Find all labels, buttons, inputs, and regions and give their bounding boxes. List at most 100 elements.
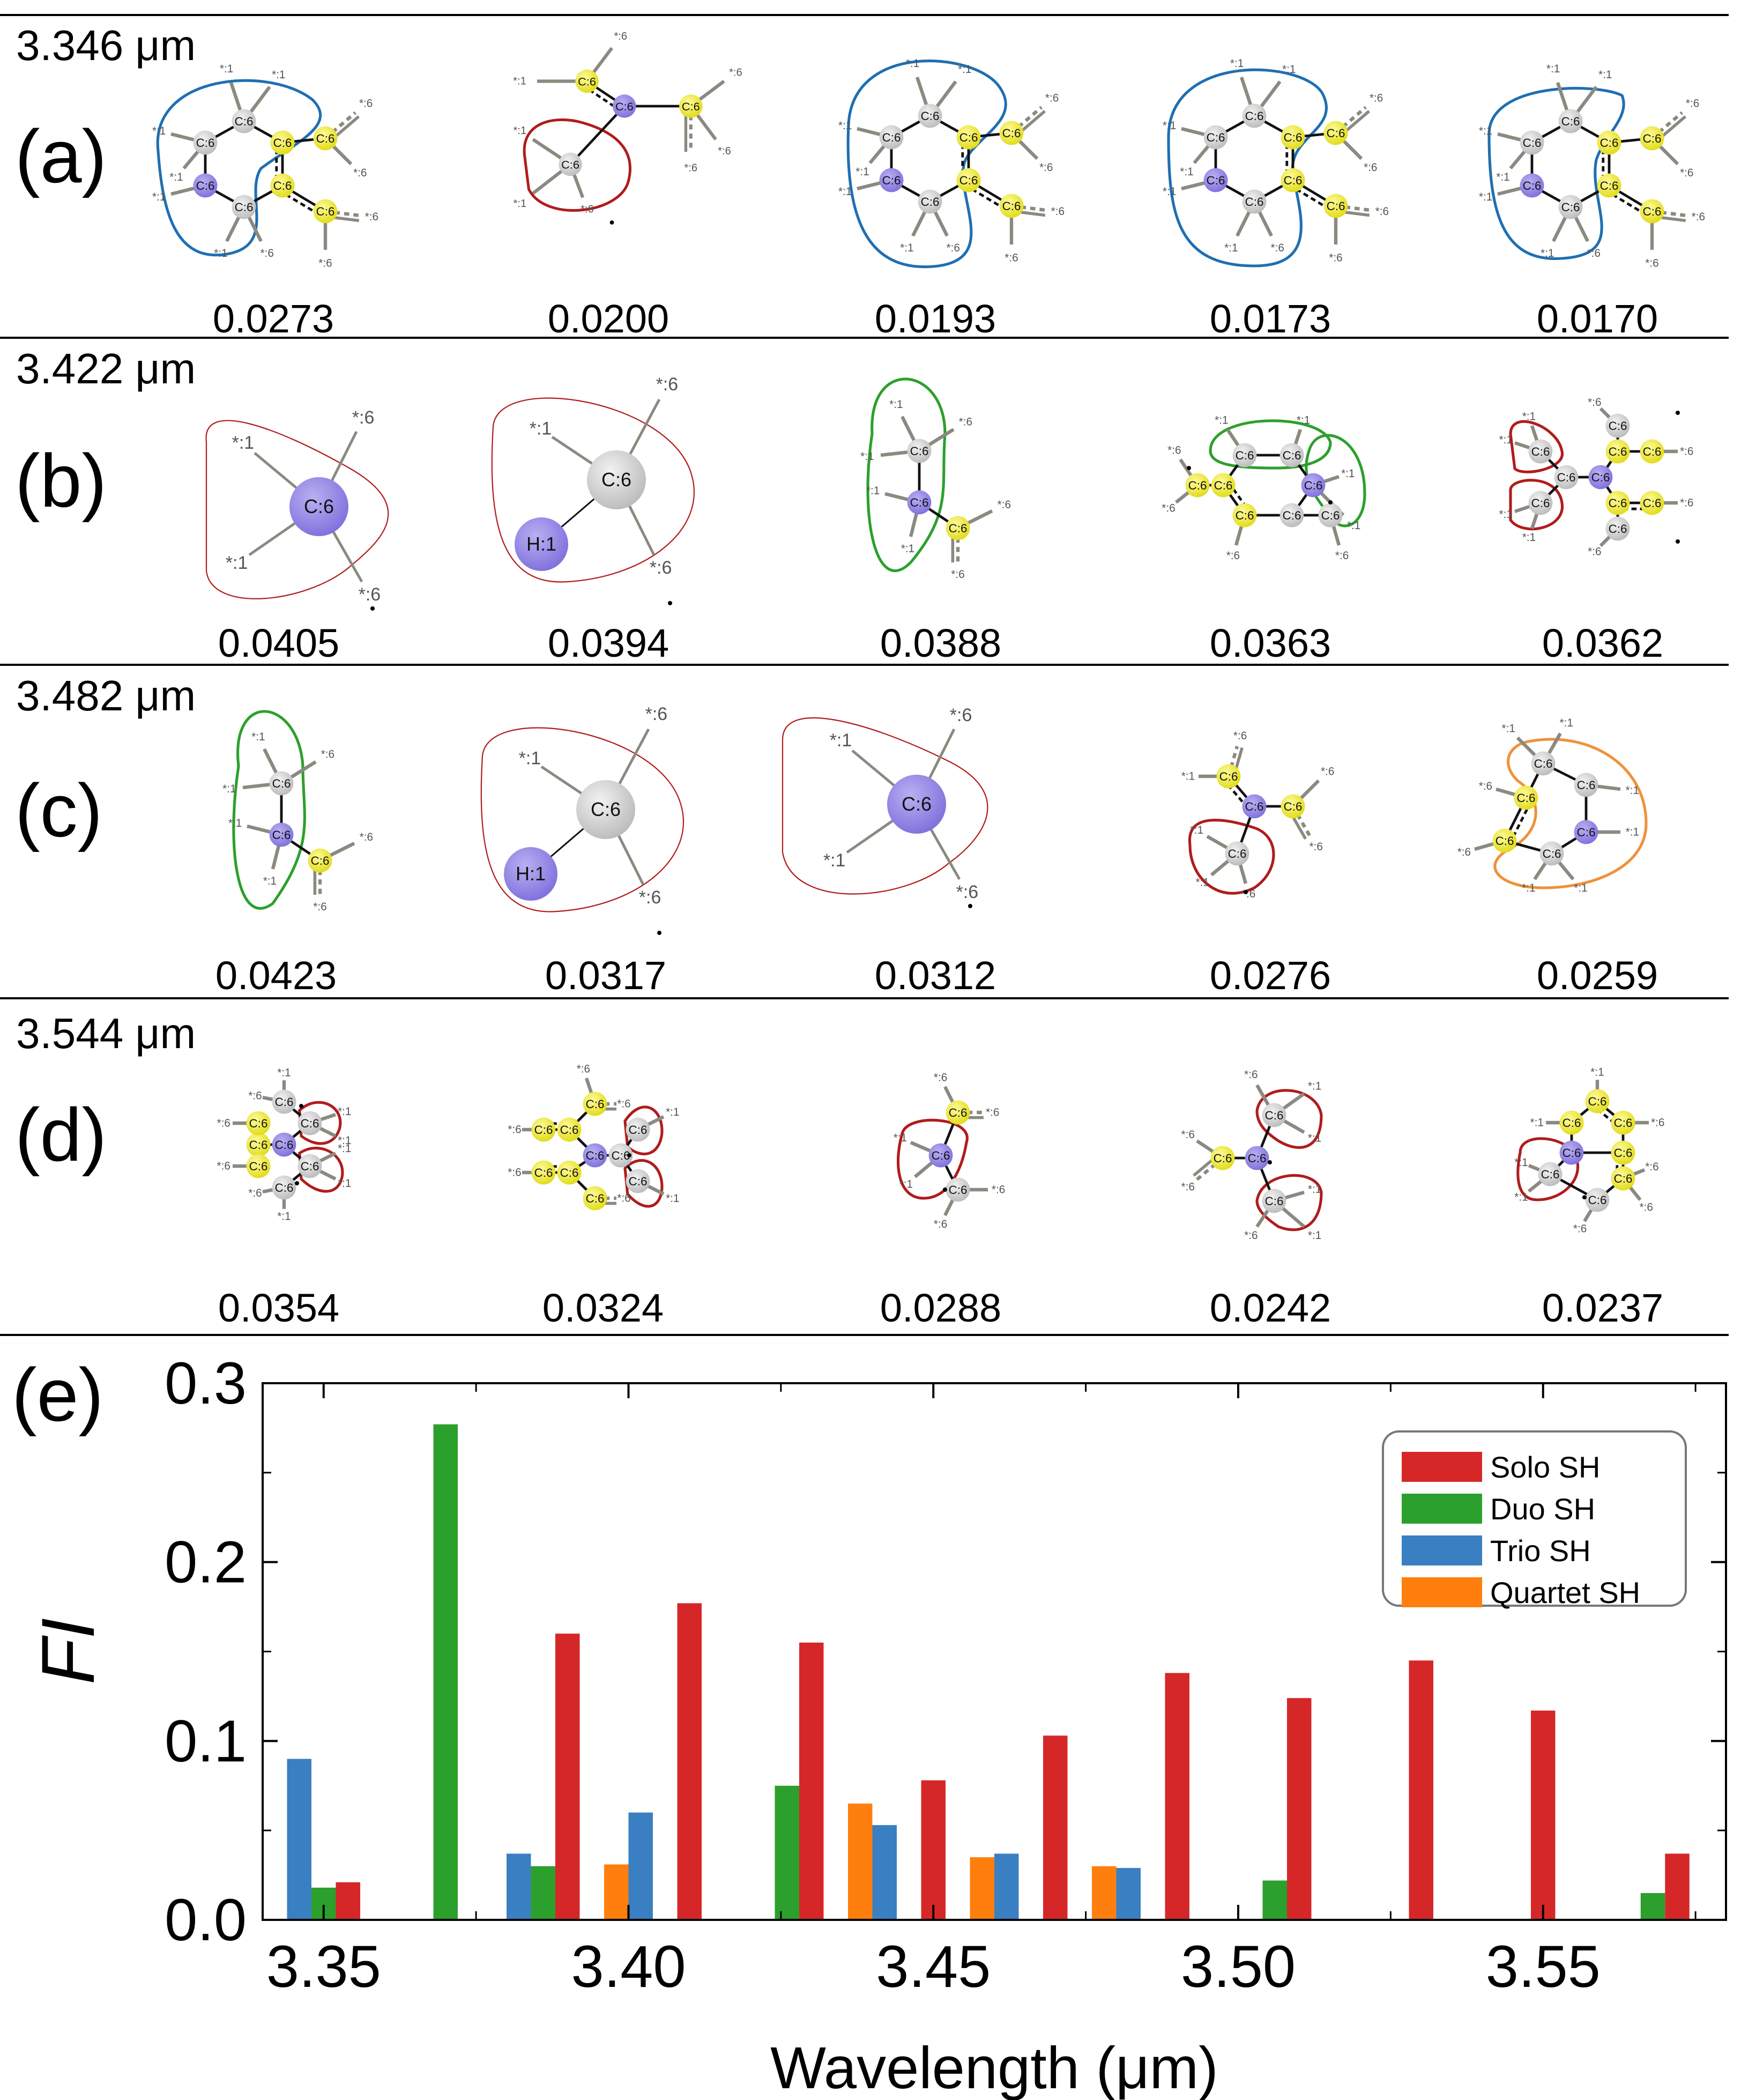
bar-duo-sh-5 bbox=[1640, 1893, 1665, 1920]
atom-label: C:6 bbox=[629, 1175, 648, 1188]
atom bbox=[1597, 173, 1621, 198]
atom bbox=[587, 450, 646, 509]
atom-label-stub: *:1 bbox=[901, 543, 914, 555]
atom bbox=[575, 69, 599, 93]
atom-label-stub: *:1 bbox=[251, 731, 265, 743]
atom bbox=[1279, 443, 1304, 468]
atom-label-stub: *:6 bbox=[360, 831, 373, 843]
fragment-outline bbox=[156, 79, 322, 257]
bond-double bbox=[1512, 806, 1530, 838]
fragment-outline bbox=[491, 397, 695, 583]
atom bbox=[1528, 439, 1553, 464]
bar-quartet-sh-1 bbox=[848, 1804, 873, 1920]
atom-label-stub: *:1 bbox=[1195, 876, 1209, 888]
atom bbox=[1559, 1140, 1584, 1165]
atom-label-stub: *:1 bbox=[338, 1142, 351, 1155]
fragment-outline bbox=[896, 1118, 969, 1200]
molecule: *:1 *:1 *:6 *:1 *:1 *:6 *:6 C:6 C:6 C:6 bbox=[222, 710, 373, 913]
atom bbox=[887, 775, 946, 834]
wavelength-label-a: 3.346 μm bbox=[16, 21, 196, 69]
bar-chart: (e) 3.35 3.40 3.45 3.50 3.55 0.0 0.1 0.2 0.3 Wav… bbox=[12, 1350, 1727, 2100]
atom bbox=[1611, 1140, 1635, 1165]
atom-label-stub: *:6 bbox=[1375, 205, 1389, 218]
atom-label-stub: *:1 bbox=[823, 850, 846, 871]
atom-label-stub: *:1 bbox=[1308, 1132, 1321, 1145]
atom-label-stub: *:1 bbox=[338, 1134, 351, 1147]
atom-label: C:6 bbox=[1643, 496, 1662, 510]
atom bbox=[272, 1132, 296, 1157]
atom-label-stub: *:1 bbox=[152, 191, 166, 203]
atom-label-stub: *:6 bbox=[508, 1166, 521, 1178]
atom-label-stub: *:6 bbox=[639, 887, 661, 908]
atom-label: C:6 bbox=[273, 136, 292, 150]
atom-label-stub: *:1 bbox=[1598, 69, 1612, 81]
atom-label: C:6 bbox=[249, 1160, 268, 1173]
atom-label-stub: *:6 bbox=[359, 98, 373, 110]
atom-label-stub: *:6 bbox=[684, 162, 697, 174]
bond-double bbox=[589, 88, 616, 108]
atom-label: C:6 bbox=[1561, 115, 1580, 128]
atom-label-stub: *:1 bbox=[1626, 826, 1639, 838]
atom-label-stub: *:6 bbox=[617, 1192, 630, 1204]
atom bbox=[608, 1143, 633, 1168]
atom bbox=[1538, 1162, 1563, 1186]
atom-label-stub: *:1 bbox=[1163, 185, 1176, 198]
atom-label-stub: *:6 bbox=[1005, 252, 1018, 264]
legend-swatch-trio bbox=[1402, 1535, 1482, 1565]
atom-label-stub: *:1 bbox=[530, 419, 552, 439]
molecule: *:1*:1*:1 *:1*:1*:1 *:6*:6*:6*:6*:6C:6C:6C… bbox=[838, 57, 1065, 269]
atom bbox=[1558, 109, 1583, 133]
atom-label: C:6 bbox=[1614, 1116, 1633, 1130]
atom bbox=[1640, 199, 1664, 224]
atom-label-stub: *:6 bbox=[217, 1160, 230, 1172]
atom-label: C:6 bbox=[959, 174, 978, 187]
atom bbox=[1554, 465, 1579, 489]
atom-label-stub: *:6 bbox=[950, 705, 972, 725]
atom-label: C:6 bbox=[1327, 127, 1345, 140]
atom-label-stub: *:1 bbox=[1499, 434, 1512, 446]
atom-label: C:6 bbox=[591, 798, 621, 820]
fragment-outline bbox=[1209, 419, 1332, 470]
atom-label-stub: *:1 bbox=[1530, 1116, 1543, 1129]
atom-label-stub: *:6 bbox=[934, 1072, 947, 1084]
bond-double bbox=[1296, 188, 1327, 209]
atom-label-stub: *:1 bbox=[513, 76, 526, 87]
atom bbox=[270, 173, 295, 198]
atom-label-stub: *:1 bbox=[1479, 191, 1492, 203]
atom-label: C:6 bbox=[235, 201, 254, 214]
fragment-outline bbox=[480, 727, 684, 912]
panel-label-d: (d) bbox=[15, 1093, 107, 1177]
atom bbox=[918, 103, 942, 128]
radical-dot bbox=[295, 1181, 299, 1185]
molecule: *:6*:1*:1*:1*:1*:1*:6*:1*:6*:6C:6C:6C:6C… bbox=[217, 1066, 351, 1222]
atom-label-stub: *:1 bbox=[1308, 1183, 1321, 1196]
fragment-outline bbox=[232, 710, 306, 910]
legend-swatch-duo bbox=[1402, 1494, 1482, 1524]
atom-label: C:6 bbox=[1643, 445, 1662, 458]
fragment-value: 0.0317 bbox=[545, 953, 666, 998]
atom-label: C:6 bbox=[1563, 1146, 1581, 1160]
atom-label-stub: *:1 bbox=[906, 57, 919, 70]
atom-label-stub: *:6 bbox=[260, 247, 273, 259]
radical-dot bbox=[1268, 1160, 1272, 1164]
atom bbox=[1301, 473, 1326, 498]
atom-label: C:6 bbox=[249, 1117, 268, 1130]
atom-label-stub: *:6 bbox=[248, 1187, 262, 1199]
atom-label-stub: *:6 bbox=[959, 415, 972, 428]
atom-label: C:6 bbox=[1283, 449, 1301, 462]
atom-label-stub: *:6 bbox=[946, 242, 959, 254]
atom-label: C:6 bbox=[1609, 496, 1627, 510]
atom bbox=[246, 1132, 271, 1157]
atom-label: C:6 bbox=[949, 1183, 968, 1197]
atom bbox=[1640, 126, 1664, 151]
panel-separators bbox=[0, 14, 1729, 1336]
atom-label-stub: *:1 bbox=[860, 450, 874, 463]
fragment-value: 0.0193 bbox=[875, 296, 996, 341]
fragment-value: 0.0405 bbox=[218, 621, 339, 665]
atom-label-stub: *:1 bbox=[1297, 414, 1310, 427]
atom-label-stub: *:1 bbox=[666, 1106, 679, 1118]
atom-label-stub: *:1 bbox=[232, 433, 255, 453]
atom-label: C:6 bbox=[910, 496, 929, 509]
atom bbox=[1232, 443, 1257, 468]
atom-label-stub: *:6 bbox=[581, 203, 594, 215]
